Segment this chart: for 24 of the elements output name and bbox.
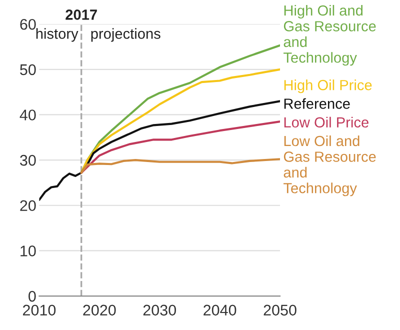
annotation: history bbox=[36, 28, 78, 42]
series-label: Low Oil Price bbox=[284, 116, 368, 128]
line-series bbox=[80, 68, 280, 174]
y-tick-label: 10 bbox=[20, 246, 36, 256]
annotation: projections bbox=[91, 28, 160, 42]
ref-line-label: 2017 bbox=[66, 10, 97, 20]
series-label: Reference bbox=[284, 98, 350, 109]
series-label: Low Oil and Gas Resource and Technology bbox=[284, 135, 376, 196]
line-series bbox=[80, 158, 280, 174]
y-tick-label: 30 bbox=[20, 154, 36, 166]
y-tick-label: 60 bbox=[20, 18, 36, 30]
series-label: High Oil and Gas Resource and Technology bbox=[284, 4, 376, 66]
line-series bbox=[80, 120, 280, 174]
x-tick-label: 2040 bbox=[204, 304, 236, 316]
line-series bbox=[39, 100, 280, 201]
y-tick-label: 50 bbox=[20, 64, 36, 76]
series-label: High Oil Price bbox=[284, 80, 372, 94]
y-tick-label: 0 bbox=[28, 290, 36, 302]
y-tick-label: 20 bbox=[20, 200, 36, 212]
x-tick-label: 2010 bbox=[22, 304, 56, 316]
x-tick-label: 2030 bbox=[143, 304, 176, 316]
x-tick-label: 2020 bbox=[83, 304, 116, 316]
y-tick-label: 40 bbox=[20, 110, 36, 120]
x-tick-label: 2050 bbox=[264, 304, 296, 316]
